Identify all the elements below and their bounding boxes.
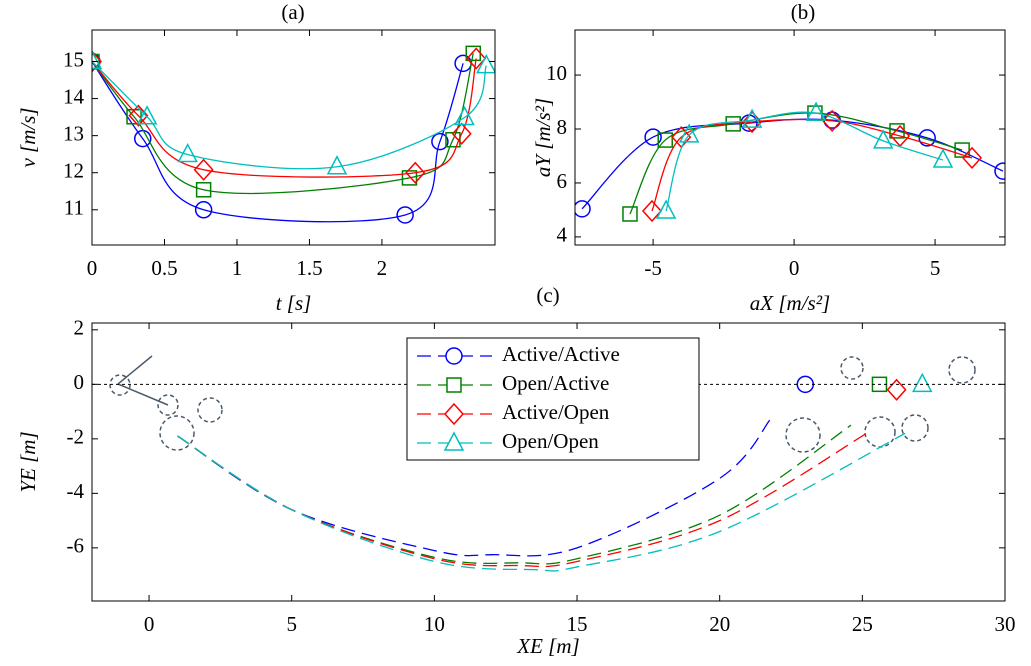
x-tick-label: 2 xyxy=(377,256,388,280)
marker xyxy=(575,200,591,218)
marker xyxy=(918,129,936,147)
y-tick-label: -4 xyxy=(67,479,85,503)
y-axis-label: aY [m/s²] xyxy=(531,98,555,177)
plot-area xyxy=(177,372,933,572)
x-tick-label: 25 xyxy=(852,612,873,636)
marker xyxy=(641,199,662,223)
legend-marker xyxy=(445,347,463,365)
x-tick-label: 5 xyxy=(286,612,297,636)
marker xyxy=(741,108,763,128)
series-line xyxy=(665,111,944,212)
x-tick-label: 0 xyxy=(789,256,800,280)
marker xyxy=(431,132,449,151)
marker xyxy=(92,49,103,70)
x-axis-label: t [s] xyxy=(276,291,312,315)
marker xyxy=(405,161,426,184)
marker xyxy=(644,128,662,146)
series-line xyxy=(92,53,474,195)
y-axis-label: v [m/s] xyxy=(16,107,40,167)
series-line xyxy=(92,61,464,223)
marker xyxy=(796,375,815,394)
y-tick-label: 12 xyxy=(63,159,84,183)
x-tick-label: 20 xyxy=(709,612,730,636)
legend-marker xyxy=(446,377,462,393)
chart-title: (b) xyxy=(791,0,816,24)
x-tick-label: 0.5 xyxy=(151,256,177,280)
marker xyxy=(822,109,843,133)
marker xyxy=(194,201,213,219)
marker xyxy=(177,142,198,163)
series-line xyxy=(177,432,906,572)
marker xyxy=(886,378,907,401)
marker xyxy=(193,158,214,181)
marker xyxy=(466,47,487,70)
y-tick-label: 6 xyxy=(557,169,568,193)
y-tick-label: 8 xyxy=(557,115,568,139)
marker xyxy=(195,182,212,198)
marker xyxy=(326,155,348,175)
marker xyxy=(912,372,933,393)
marker xyxy=(454,105,475,126)
chart-title: (c) xyxy=(536,283,559,307)
x-tick-label: 5 xyxy=(930,256,941,280)
marker xyxy=(396,206,414,224)
marker xyxy=(872,129,894,149)
x-tick-label: 1 xyxy=(232,256,243,280)
y-tick-label: 10 xyxy=(546,61,567,85)
marker xyxy=(932,148,954,168)
series-line xyxy=(92,58,477,178)
plot-area xyxy=(92,45,495,224)
x-tick-label: 15 xyxy=(567,612,588,636)
marker xyxy=(401,170,418,186)
axes-box xyxy=(91,29,496,246)
legend-label: Active/Open xyxy=(502,400,610,424)
marker xyxy=(890,124,911,148)
marker xyxy=(92,50,103,73)
axes-box xyxy=(91,322,1006,602)
marker xyxy=(476,53,495,74)
y-tick-label: 15 xyxy=(63,47,84,71)
x-tick-label: 10 xyxy=(424,612,445,636)
legend: Active/Active Open/Active Active/Open Open/… xyxy=(406,337,700,461)
plot-area xyxy=(575,101,1005,223)
y-tick-label: 14 xyxy=(63,84,85,108)
legend-label: Active/Active xyxy=(502,342,620,366)
y-tick-label: 13 xyxy=(63,121,84,145)
x-tick-label: 0 xyxy=(87,256,98,280)
y-tick-label: 4 xyxy=(557,223,568,247)
y-axis-label: YE [m] xyxy=(16,431,40,492)
x-tick-label: 0 xyxy=(144,612,155,636)
axes-box xyxy=(574,29,1006,246)
marker xyxy=(962,146,983,169)
series-line xyxy=(581,118,1004,210)
chart-title: (a) xyxy=(281,0,304,24)
vehicle-sketches xyxy=(109,355,976,453)
marker xyxy=(92,53,100,70)
legend-label: Open/Open xyxy=(502,429,599,453)
legend-marker xyxy=(443,402,464,426)
y-tick-label: 2 xyxy=(74,316,85,340)
marker xyxy=(451,122,472,145)
x-axis-label: XE [m] xyxy=(516,634,579,658)
legend-marker xyxy=(443,431,465,451)
marker xyxy=(805,101,827,121)
series-line xyxy=(92,61,487,170)
x-axis-label: aX [m/s²] xyxy=(750,291,830,315)
y-tick-label: 11 xyxy=(64,196,84,220)
y-tick-label: 0 xyxy=(74,370,85,394)
x-tick-label: 30 xyxy=(995,612,1016,636)
marker xyxy=(678,123,700,143)
y-tick-label: -2 xyxy=(67,425,85,449)
series-line xyxy=(651,118,973,212)
x-tick-label: 1.5 xyxy=(296,256,322,280)
marker xyxy=(994,162,1005,180)
marker xyxy=(622,206,638,222)
marker xyxy=(657,132,673,148)
y-tick-label: -6 xyxy=(67,534,85,558)
x-tick-label: -5 xyxy=(644,256,662,280)
marker xyxy=(655,199,677,219)
legend-label: Open/Active xyxy=(502,371,609,395)
marker xyxy=(136,105,158,125)
